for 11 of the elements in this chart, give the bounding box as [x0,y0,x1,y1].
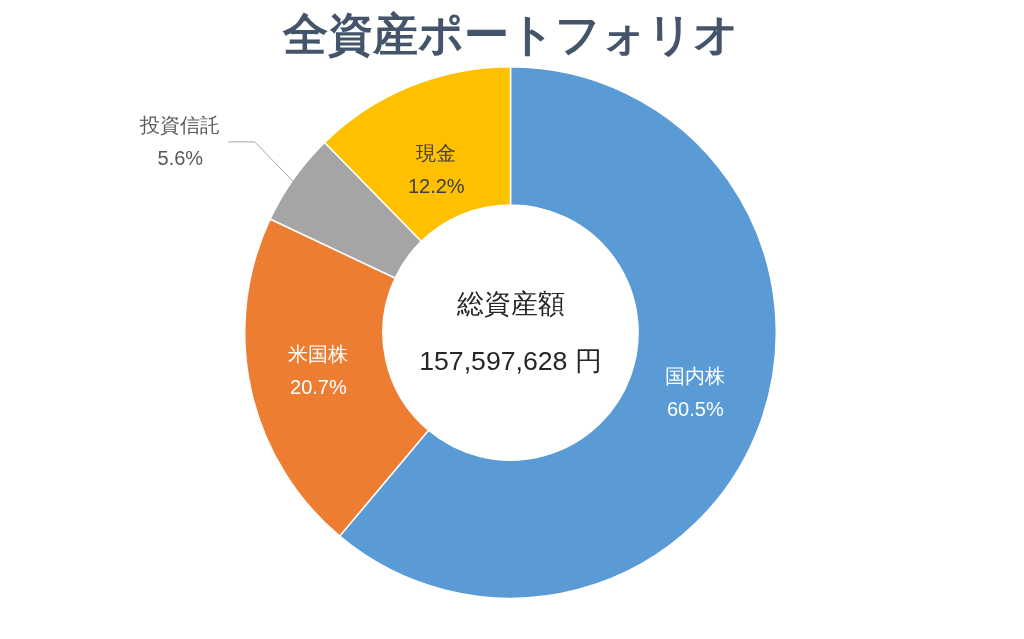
data-label: 12.2% [407,174,465,197]
slice-label: 現金 [416,141,457,164]
slice-label: 米国株 [288,342,349,365]
text: 157,597,628 円 [419,346,602,377]
chart-title: 全資産ポートフォリオ [281,7,739,61]
data-label: 60.5% [666,398,724,421]
data-label: 5.6% [157,147,204,170]
data-label: 20.7% [290,375,347,398]
text: 総資産額 [455,288,565,319]
slice-label: 投資信託 [139,114,221,137]
slice-label: 国内株 [665,365,726,388]
